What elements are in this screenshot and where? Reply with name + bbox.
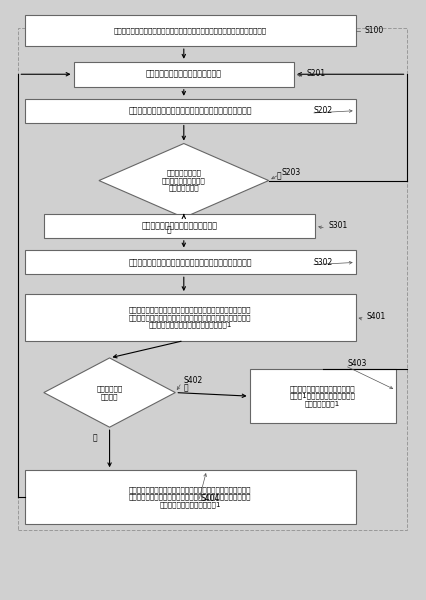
Text: 实时计算各个电力设备的巡检参考値: 实时计算各个电力设备的巡检参考値 [145,70,221,79]
Text: S301: S301 [327,221,346,230]
Text: S401: S401 [366,312,385,321]
Text: 比较分析各个巡检人员的巡检任务数: 比较分析各个巡检人员的巡检任务数 [141,221,217,230]
Polygon shape [99,143,268,218]
FancyBboxPatch shape [25,250,355,274]
FancyBboxPatch shape [249,369,395,423]
Text: S201: S201 [306,69,325,78]
Text: S403: S403 [346,359,366,368]
Text: S404: S404 [200,494,220,503]
Text: S203: S203 [281,167,300,176]
Text: 是: 是 [183,383,188,392]
Polygon shape [44,358,175,427]
Text: 安排排序在先的巡检人员对排序在先的电力设备进行巡检并自动
生成巡检任务编号，并将该巡检任务编号发送到该巡检人员的手
机，同时该巡检人员的任务数自动同步加1: 安排排序在先的巡检人员对排序在先的电力设备进行巡检并自动 生成巡检任务编号，并将… [129,307,251,328]
FancyBboxPatch shape [44,214,314,238]
Text: 根据巡检参考値的数値由小到大的顺序对电力设备进行排序: 根据巡检参考値的数値由小到大的顺序对电力设备进行排序 [128,106,251,115]
Text: 针对不同电力设备进行巡检周期的设定并在站，同时对巡检人站的名字进行存储: 针对不同电力设备进行巡检周期的设定并在站，同时对巡检人站的名字进行存储 [113,28,266,34]
Text: S402: S402 [183,376,203,385]
Text: S302: S302 [312,258,332,267]
Text: 巡检完成后，巡检人员通过所巡检的电力设备输入该任务编号及
巡检人员的名称，所巡检的设备自动更新最近巡检日期，同时该
巡检人员的任务数自动同步减1: 巡检完成后，巡检人员通过所巡检的电力设备输入该任务编号及 巡检人员的名称，所巡检… [129,486,251,508]
Text: 按照巡检任务数由低到高的顺序对巡检人员的名字进行排序: 按照巡检任务数由低到高的顺序对巡检人员的名字进行排序 [128,258,251,267]
FancyBboxPatch shape [73,62,294,87]
FancyBboxPatch shape [25,99,355,122]
FancyBboxPatch shape [25,470,355,524]
Text: 否: 否 [276,171,281,180]
Text: S202: S202 [312,106,331,115]
Text: 判断排序在先的电
力设备的巡检参考値是
否小于或等于零: 判断排序在先的电 力设备的巡检参考値是 否小于或等于零 [161,170,205,191]
Text: 自动对该名巡检人员的未完成任务
数据加1次，同时该巡检人员的任
务数自动同步减1: 自动对该名巡检人员的未完成任务 数据加1次，同时该巡检人员的任 务数自动同步减1 [289,385,355,407]
FancyBboxPatch shape [25,294,355,341]
FancyBboxPatch shape [25,15,355,46]
Text: S100: S100 [363,26,383,35]
Text: 是否超出巡检
设定时间: 是否超出巡检 设定时间 [96,385,122,400]
Text: 否: 否 [92,433,97,442]
Text: 是: 是 [166,225,171,234]
